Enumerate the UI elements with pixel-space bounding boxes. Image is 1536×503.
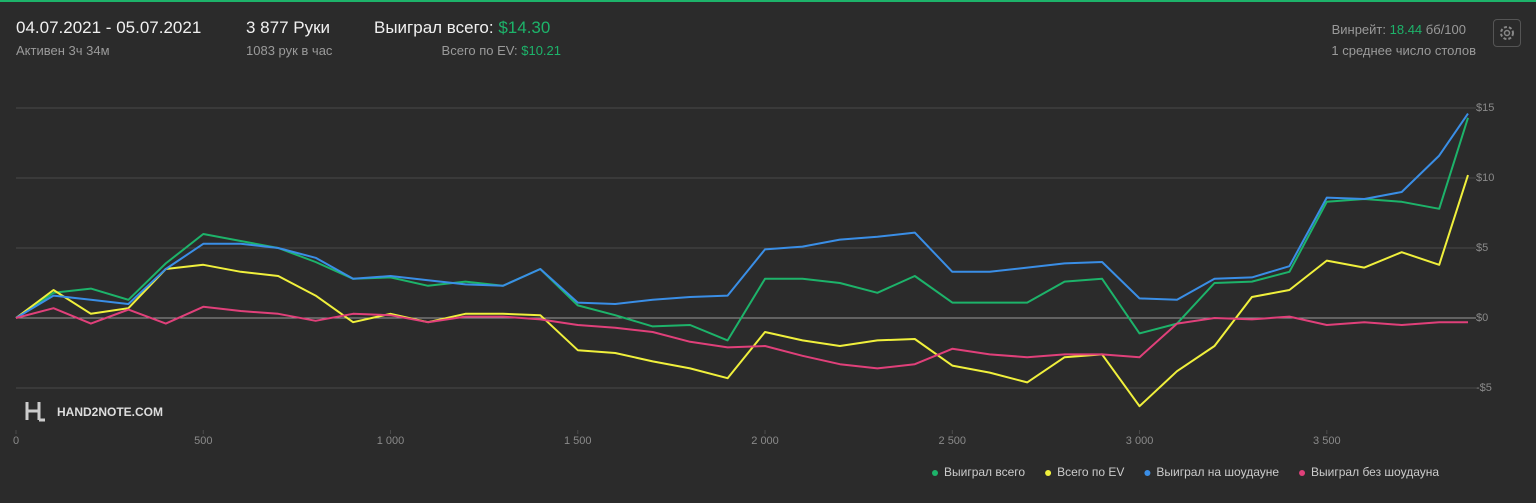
x-tick-label: 500 [194,435,212,447]
series-line [15,305,1468,370]
series-line [15,117,1469,342]
settings-button[interactable] [1493,19,1521,47]
y-tick-label: $5 [1476,242,1488,254]
y-tick-label: $15 [1476,102,1494,114]
tables: 1 среднее число столов [1331,43,1476,58]
x-tick-label: 3 500 [1313,435,1341,447]
x-tick-label: 3 000 [1126,435,1154,447]
y-tick-label: -$5 [1476,382,1492,394]
hands: 3 877 Руки [246,18,331,37]
won-total: Выиграл всего: $14.30 [374,18,550,38]
date-range: 04.07.2021 - 05.07.2021 [16,18,202,37]
hands-per-hour: 1083 рук в час [246,43,333,58]
y-tick-label: $0 [1476,312,1488,324]
legend-marker [932,470,938,476]
x-tick-label: 2 000 [751,435,779,447]
x-tick-label: 0 [13,435,19,447]
label: Винрейт: [1331,22,1386,37]
label: Всего по EV: [441,43,518,58]
value: 18.44 [1389,22,1423,37]
series-line [15,113,1469,319]
value: $14.30 [498,18,551,37]
legend-marker [1299,470,1306,476]
x-tick-label: 1 000 [377,435,405,447]
unit: бб/100 [1425,22,1466,37]
series-line [15,174,1469,408]
ev-total: Всего по EV: $10.21 [442,43,561,58]
legend-marker [1045,470,1052,476]
y-tick-label: $10 [1476,172,1494,184]
logo-text: HAND2NOTE.COM [57,405,163,419]
winrate: Винрейт: 18.44 бб/100 [1332,22,1466,37]
legend-label[interactable]: Выиграл без шоудауна [1311,465,1439,479]
legend-label[interactable]: Всего по EV [1057,465,1124,479]
x-tick-label: 1 500 [564,435,592,447]
label: Выиграл всего: [374,18,494,37]
gear-icon [1500,26,1514,40]
value: $10.21 [521,43,561,58]
active-time: Активен 3ч 34м [16,43,110,58]
x-tick-label: 2 500 [939,435,967,447]
logo: HAND2NOTE.COM [25,402,163,422]
legend-marker [1144,470,1151,476]
legend-label[interactable]: Выиграл всего [944,465,1025,479]
legend-label[interactable]: Выиграл на шоудауне [1156,465,1279,479]
